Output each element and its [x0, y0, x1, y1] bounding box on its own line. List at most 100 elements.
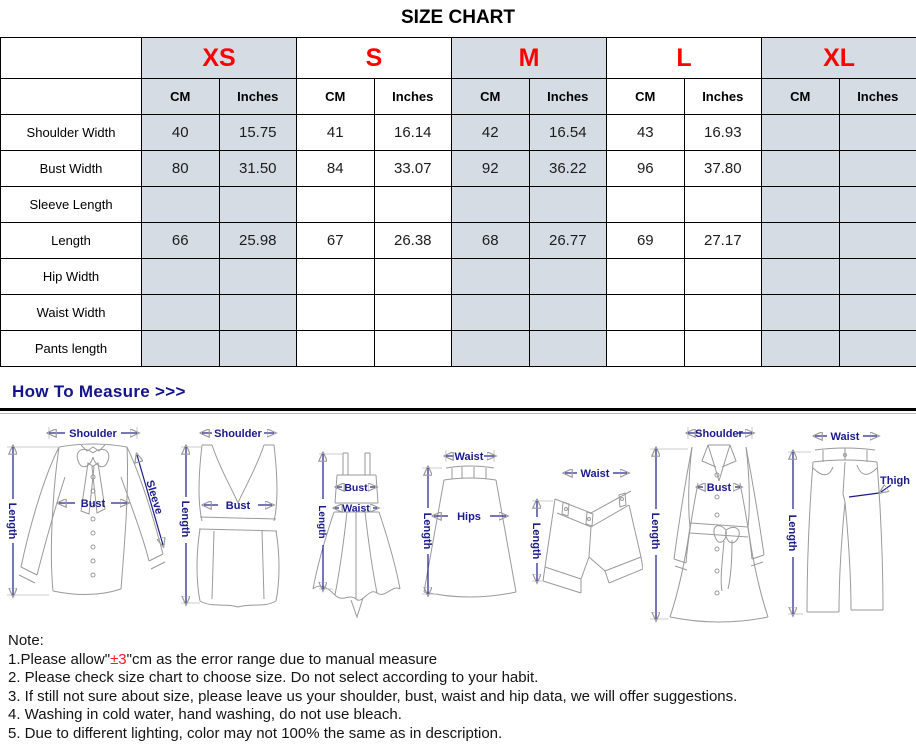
page-title: SIZE CHART: [401, 7, 515, 28]
cell: [838, 186, 916, 223]
cell: [373, 258, 453, 295]
cell: 66: [141, 222, 220, 259]
label-bust: Bust: [344, 482, 368, 494]
table-row: Shoulder Width 40 15.75 41 16.14 42 16.54 43 16.…: [0, 114, 916, 151]
pants-measures: Waist Length Thigh: [786, 431, 910, 614]
unit-header: CM: [606, 78, 685, 115]
cell: [606, 258, 685, 295]
cell: [141, 258, 220, 295]
cell: [451, 258, 530, 295]
cell: 27.17: [683, 222, 763, 259]
cell: 15.75: [218, 114, 298, 151]
figure-coat: Shoulder Bust Length: [649, 427, 769, 629]
cell: [761, 330, 840, 367]
cell: [528, 294, 608, 331]
label-length: Length: [421, 513, 433, 550]
shorts-measures: Waist Length: [530, 468, 627, 581]
table-row: Sleeve Length: [0, 186, 916, 223]
note-line-4: 4. Washing in cold water, hand washing, …: [8, 706, 402, 724]
figure-shorts: Waist Length: [530, 468, 643, 594]
cell: [528, 258, 608, 295]
cell: 36.22: [528, 150, 608, 187]
row-label: Bust Width: [0, 150, 142, 187]
label-shoulder: Shoulder: [695, 428, 743, 440]
dress-measures: Length Bust Waist: [316, 454, 377, 589]
unit-header: CM: [141, 78, 220, 115]
note-line-1: 1.Please allow"±3"cm as the error range …: [8, 651, 916, 670]
row-label: Shoulder Width: [0, 114, 142, 151]
cell: 80: [141, 150, 220, 187]
cell: [838, 294, 916, 331]
cell: [296, 330, 375, 367]
note-1-red: ±3: [110, 650, 127, 668]
cell: 92: [451, 150, 530, 187]
measure-figures: Shoulder Length Bust Sleeve: [0, 414, 916, 627]
cell: [218, 330, 298, 367]
unit-header: Inches: [683, 78, 763, 115]
how-to-measure-heading: How To Measure >>>: [12, 382, 186, 401]
table-row: Hip Width: [0, 258, 916, 295]
cell: [296, 258, 375, 295]
cell: 16.93: [683, 114, 763, 151]
cell: [141, 330, 220, 367]
cell: [451, 294, 530, 331]
label-thigh: Thigh: [880, 475, 910, 487]
cell: [373, 186, 453, 223]
cell: 67: [296, 222, 375, 259]
note-line-2: 2. Please check size chart to choose siz…: [8, 669, 539, 687]
cell: [141, 294, 220, 331]
cell: 41: [296, 114, 375, 151]
cell: [683, 258, 763, 295]
cell: [451, 330, 530, 367]
label-waist: Waist: [581, 468, 610, 480]
row-label: Length: [0, 222, 142, 259]
figure-dress: Length Bust Waist: [312, 439, 401, 619]
notes-section: Note: 1.Please allow"±3"cm as the error …: [0, 627, 916, 744]
size-header-xl: XL: [761, 37, 916, 79]
cell: 40: [141, 114, 220, 151]
cell: [761, 150, 840, 187]
coat-outline: [650, 427, 769, 623]
cell: [451, 186, 530, 223]
label-length: Length: [649, 513, 661, 550]
cell: [683, 330, 763, 367]
cell: [683, 294, 763, 331]
note-1-pre: 1.Please allow": [8, 650, 111, 668]
label-waist: Waist: [455, 451, 484, 463]
cell: [373, 330, 453, 367]
label-bust: Bust: [707, 482, 732, 494]
blouse-outline: [7, 427, 166, 596]
table-row: Pants length: [0, 330, 916, 367]
row-label: Pants length: [0, 330, 142, 367]
label-bust: Bust: [81, 498, 106, 510]
label-shoulder: Shoulder: [69, 428, 117, 440]
cell: [838, 258, 916, 295]
unit-header: CM: [761, 78, 840, 115]
cell: [296, 186, 375, 223]
cell: [683, 186, 763, 223]
unit-header: Inches: [373, 78, 453, 115]
size-header-row: XS S M L XL: [0, 37, 916, 79]
note-line-3: 3. If still not sure about size, please …: [8, 687, 738, 705]
label-waist: Waist: [831, 431, 860, 443]
unit-header: Inches: [838, 78, 916, 115]
cell: 43: [606, 114, 685, 151]
size-header-l: L: [606, 37, 763, 79]
cell: [141, 186, 220, 223]
figure-blouse: Shoulder Length Bust Sleeve: [6, 427, 175, 624]
label-hips: Hips: [457, 511, 481, 523]
unit-header: Inches: [218, 78, 298, 115]
row-label: Waist Width: [0, 294, 142, 331]
figure-pants: Waist Length Thigh: [786, 431, 910, 624]
cell: [218, 294, 298, 331]
size-header-s: S: [296, 37, 453, 79]
blouse-measures: Shoulder Length Bust Sleeve: [6, 428, 165, 595]
cell: [606, 294, 685, 331]
cell: 31.50: [218, 150, 298, 187]
cell: [296, 294, 375, 331]
cell: [373, 294, 453, 331]
unit-header: CM: [296, 78, 375, 115]
cell: 84: [296, 150, 375, 187]
table-row: Length 66 25.98 67 26.38 68 26.77 69 27.17: [0, 222, 916, 259]
cell: 96: [606, 150, 685, 187]
